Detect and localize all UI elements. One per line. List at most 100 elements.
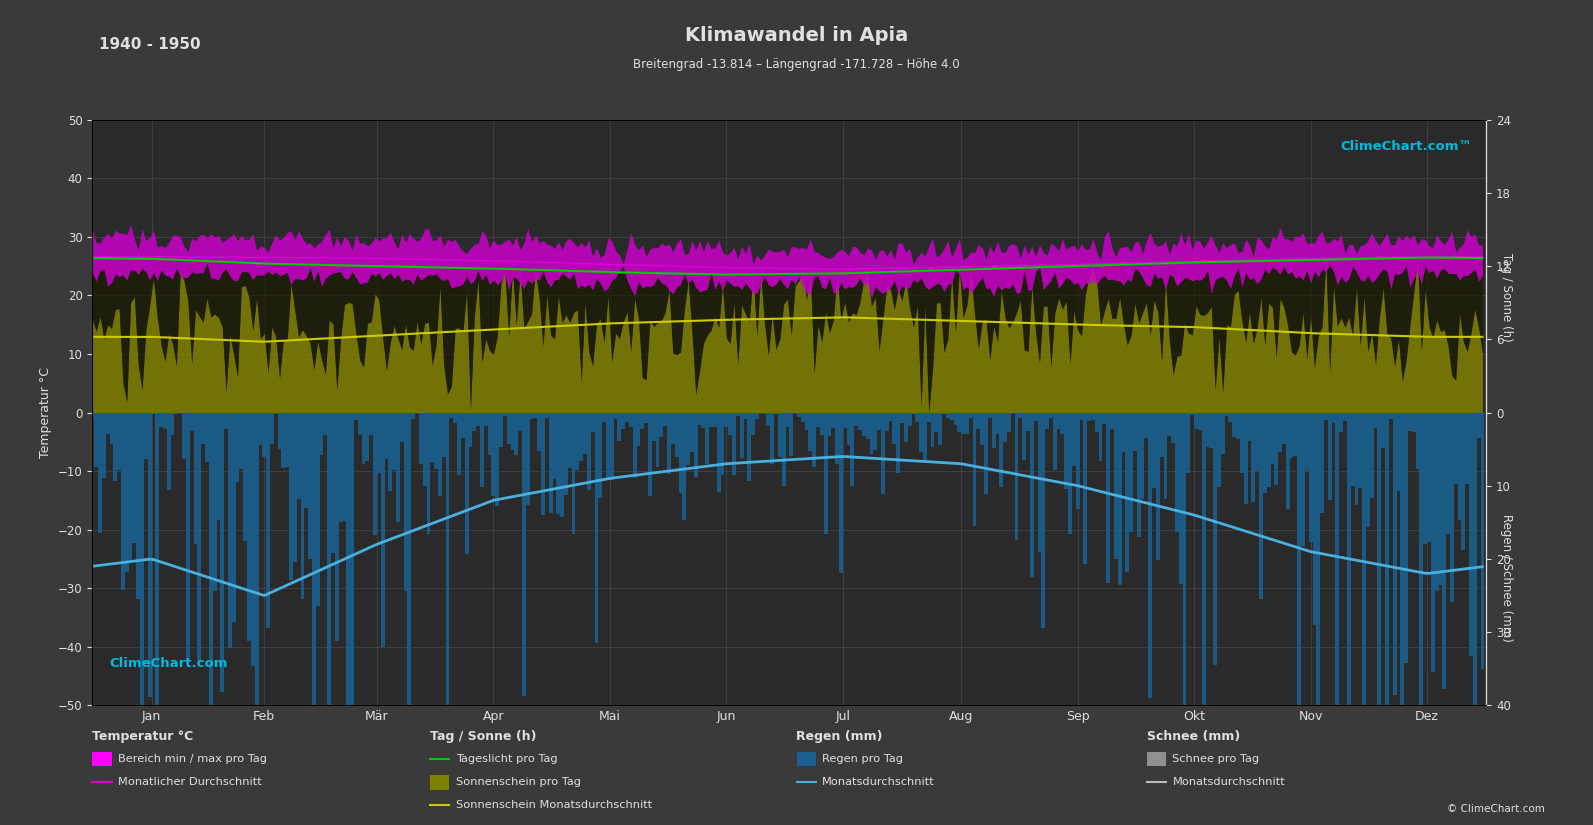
Bar [1301,412,1305,546]
Text: Regen (mm): Regen (mm) [796,730,883,743]
Bar [1056,412,1061,429]
Bar [1015,412,1018,540]
Text: Tageslicht pro Tag: Tageslicht pro Tag [456,754,558,764]
Bar [561,412,564,516]
Bar [827,412,832,436]
Bar [903,412,908,442]
Bar [1233,412,1236,436]
Bar [567,412,572,468]
Bar [118,412,121,469]
Text: Monatsdurchschnitt: Monatsdurchschnitt [1172,777,1286,787]
Bar [575,412,580,470]
Bar [1217,412,1220,487]
Bar [1031,412,1034,577]
Bar [1294,412,1297,456]
Bar [648,412,652,496]
Bar [1381,412,1384,448]
Bar [346,412,350,825]
Bar [999,412,1004,487]
Bar [479,412,484,487]
Bar [438,412,441,496]
Bar [1023,412,1026,460]
Bar [698,412,701,426]
Bar [159,412,162,427]
Bar [1209,412,1214,449]
Bar [282,412,285,468]
Bar [1091,412,1094,420]
Bar [323,412,327,436]
Text: Breitengrad -13.814 – Längengrad -171.728 – Höhe 4.0: Breitengrad -13.814 – Längengrad -171.72… [632,58,961,71]
Bar [487,412,492,455]
Bar [1149,412,1152,698]
Bar [1286,412,1290,509]
Bar [94,412,99,467]
Bar [476,412,479,427]
Bar [499,412,503,447]
Bar [1392,412,1397,695]
Bar [706,412,709,464]
Bar [1365,412,1370,527]
Bar [739,412,744,458]
Bar [1297,412,1301,777]
Bar [572,412,575,534]
Bar [1037,412,1042,552]
Bar [1335,412,1340,825]
Bar [1466,412,1469,483]
Bar [132,412,137,543]
Bar [1389,412,1392,419]
Bar [156,412,159,818]
Bar [1258,412,1263,599]
Text: ClimeChart.com: ClimeChart.com [110,658,228,670]
Bar [1400,412,1403,825]
Bar [277,412,282,450]
Bar [1214,412,1217,665]
Bar [1477,412,1480,438]
Bar [736,412,739,416]
Bar [720,412,725,475]
Bar [110,412,113,444]
Bar [1359,412,1362,488]
Bar [1168,412,1171,436]
Bar [556,412,561,514]
Bar [1114,412,1118,559]
Bar [460,412,465,438]
Bar [129,412,132,563]
Bar [870,412,873,454]
Bar [782,412,785,487]
Bar [244,412,247,541]
Bar [320,412,323,455]
Bar [801,412,804,422]
Bar [105,412,110,434]
Bar [824,412,827,535]
Bar [511,412,515,450]
Bar [167,412,170,490]
Bar [927,412,930,422]
Bar [1099,412,1102,460]
Bar [534,412,537,418]
Bar [365,412,370,461]
Bar [954,412,957,425]
Bar [274,412,277,414]
Bar [1435,412,1438,592]
Bar [113,412,118,482]
Bar [1474,412,1477,747]
Bar [1329,412,1332,500]
Bar [835,412,840,464]
Bar [446,412,449,712]
Bar [1351,412,1354,486]
Bar [667,412,671,474]
Bar [1160,412,1163,457]
Bar [1042,412,1045,628]
Text: Sonnenschein Monatsdurchschnitt: Sonnenschein Monatsdurchschnitt [456,800,652,810]
Bar [422,412,427,486]
Bar [523,412,526,696]
Bar [908,412,911,426]
Bar [247,412,250,641]
Bar [542,412,545,515]
Bar [1004,412,1007,442]
Bar [233,412,236,622]
Bar [660,412,663,437]
Bar [331,412,335,553]
Bar [373,412,378,535]
Bar [358,412,362,435]
